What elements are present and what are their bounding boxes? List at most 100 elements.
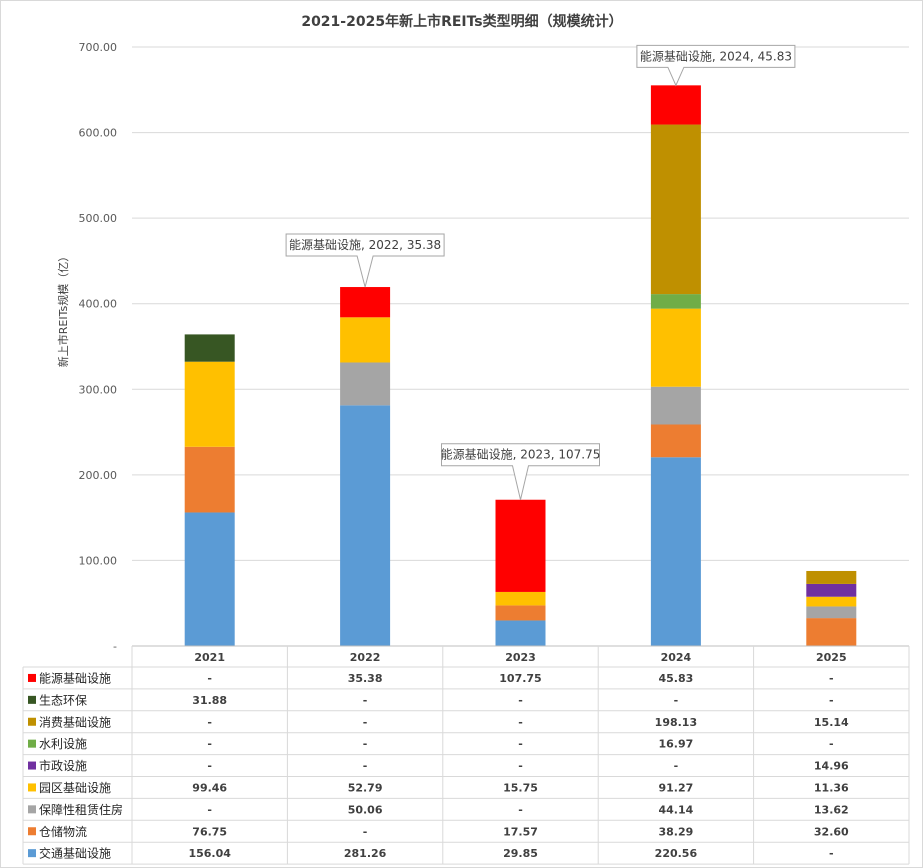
data-label: 17.57	[503, 825, 538, 838]
chart-title: 2021-2025年新上市REITs类型明细（规模统计）	[301, 13, 622, 30]
x-tick-label: 2023	[505, 651, 536, 664]
legend-label: 交通基础设施	[39, 846, 111, 861]
data-label: 13.62	[814, 803, 849, 816]
legend-key	[28, 695, 36, 704]
bar-segment	[650, 457, 701, 646]
callout-text: 能源基础设施, 2024, 45.83	[640, 49, 792, 63]
legend-label: 消费基础设施	[39, 715, 111, 729]
bar-segment	[495, 605, 546, 621]
y-tick-label: 200.00	[79, 469, 118, 482]
bar-segment	[340, 405, 391, 646]
y-tick-label: 300.00	[79, 383, 118, 396]
callout: 能源基础设施, 2024, 45.83	[636, 44, 796, 87]
bar-segment	[184, 446, 235, 513]
legend-key	[28, 783, 36, 792]
data-label: -	[674, 694, 679, 707]
legend-label: 园区基础设施	[39, 781, 111, 795]
data-label: -	[207, 803, 212, 816]
bar-segment	[495, 499, 546, 592]
data-label: -	[207, 738, 212, 751]
bar-segment	[650, 424, 701, 458]
callout-box	[636, 44, 796, 87]
y-tick-label: 600.00	[79, 127, 118, 140]
data-label: -	[829, 672, 834, 685]
data-label: 14.96	[814, 760, 849, 773]
data-label: 15.75	[503, 781, 538, 794]
data-label: -	[518, 803, 523, 816]
bar-segment	[806, 596, 857, 607]
legend-label: 能源基础设施	[39, 671, 111, 685]
data-label: -	[363, 694, 368, 707]
data-label: -	[363, 825, 368, 838]
bar-segment	[184, 512, 235, 646]
y-tick-label: -	[113, 640, 117, 653]
annotations: 能源基础设施, 2022, 35.38 能源基础设施, 2023, 107.75 能…	[285, 44, 796, 500]
bar-segment	[340, 362, 391, 406]
callout: 能源基础设施, 2023, 107.75	[441, 443, 601, 500]
data-table: 2021 2022 2023 2024 2025 能源基础设施 - 35.38 107.75 45…	[22, 645, 910, 865]
data-label: -	[363, 716, 368, 729]
data-label: 32.60	[814, 825, 849, 838]
y-axis-label: 新上市REITs规模（亿）	[56, 251, 70, 367]
legend-label: 保障性租赁住房	[39, 802, 123, 817]
y-tick-label: 500.00	[79, 212, 118, 225]
x-tick-label: 2025	[816, 651, 847, 664]
bar-segment	[340, 287, 391, 318]
bar-segment	[184, 361, 235, 447]
bar-segment	[650, 124, 701, 295]
data-label: 11.36	[814, 781, 849, 794]
data-label: -	[518, 760, 523, 773]
data-label: 50.06	[348, 803, 383, 816]
bar-segment	[184, 334, 235, 362]
data-label: -	[518, 694, 523, 707]
data-label: -	[207, 760, 212, 773]
x-tick-label: 2021	[194, 651, 225, 664]
bar-segment	[650, 308, 701, 387]
callout: 能源基础设施, 2022, 35.38	[285, 233, 445, 288]
y-tick-label: 100.00	[79, 554, 118, 567]
bar-segment	[806, 583, 857, 597]
legend-key	[28, 717, 36, 726]
data-label: 198.13	[655, 716, 697, 729]
bar-segment	[650, 386, 701, 425]
data-label: 156.04	[188, 847, 231, 860]
y-tick-label: 400.00	[79, 298, 118, 311]
data-label: -	[829, 847, 834, 860]
bar-segment	[650, 294, 701, 309]
data-label: -	[207, 672, 212, 685]
data-label: 29.85	[503, 847, 538, 860]
callout-text: 能源基础设施, 2023, 107.75	[441, 448, 601, 462]
legend-label: 生态环保	[39, 693, 87, 707]
data-label: -	[363, 760, 368, 773]
bars	[184, 85, 857, 646]
x-tick-label: 2022	[350, 651, 381, 664]
data-label: 107.75	[499, 672, 541, 685]
data-label: -	[829, 694, 834, 707]
data-label: -	[518, 738, 523, 751]
data-label: 35.38	[348, 672, 383, 685]
legend-label: 水利设施	[39, 737, 87, 751]
data-label: -	[363, 738, 368, 751]
legend-key	[28, 849, 36, 858]
y-tick-label: 700.00	[79, 41, 118, 54]
bar-segment	[495, 620, 546, 646]
legend-label: 市政设施	[39, 758, 87, 773]
data-label: 15.14	[814, 716, 849, 729]
bar-segment	[806, 618, 857, 646]
data-label: 281.26	[344, 847, 387, 860]
y-axis-ticks: - 100.00 200.00 300.00 400.00 500.00 600.00 700…	[79, 41, 118, 653]
data-label: 44.14	[659, 803, 694, 816]
callout-box	[441, 443, 600, 500]
legend-key	[28, 805, 36, 814]
x-tick-label: 2024	[661, 651, 692, 664]
callout-box	[285, 233, 445, 288]
data-label: -	[829, 738, 834, 751]
legend-key	[28, 673, 36, 682]
legend-key	[28, 739, 36, 748]
data-label: 76.75	[192, 825, 227, 838]
data-label: -	[674, 760, 679, 773]
data-label: 220.56	[655, 847, 698, 860]
data-label: 31.88	[192, 694, 227, 707]
callout-text: 能源基础设施, 2022, 35.38	[289, 238, 441, 252]
